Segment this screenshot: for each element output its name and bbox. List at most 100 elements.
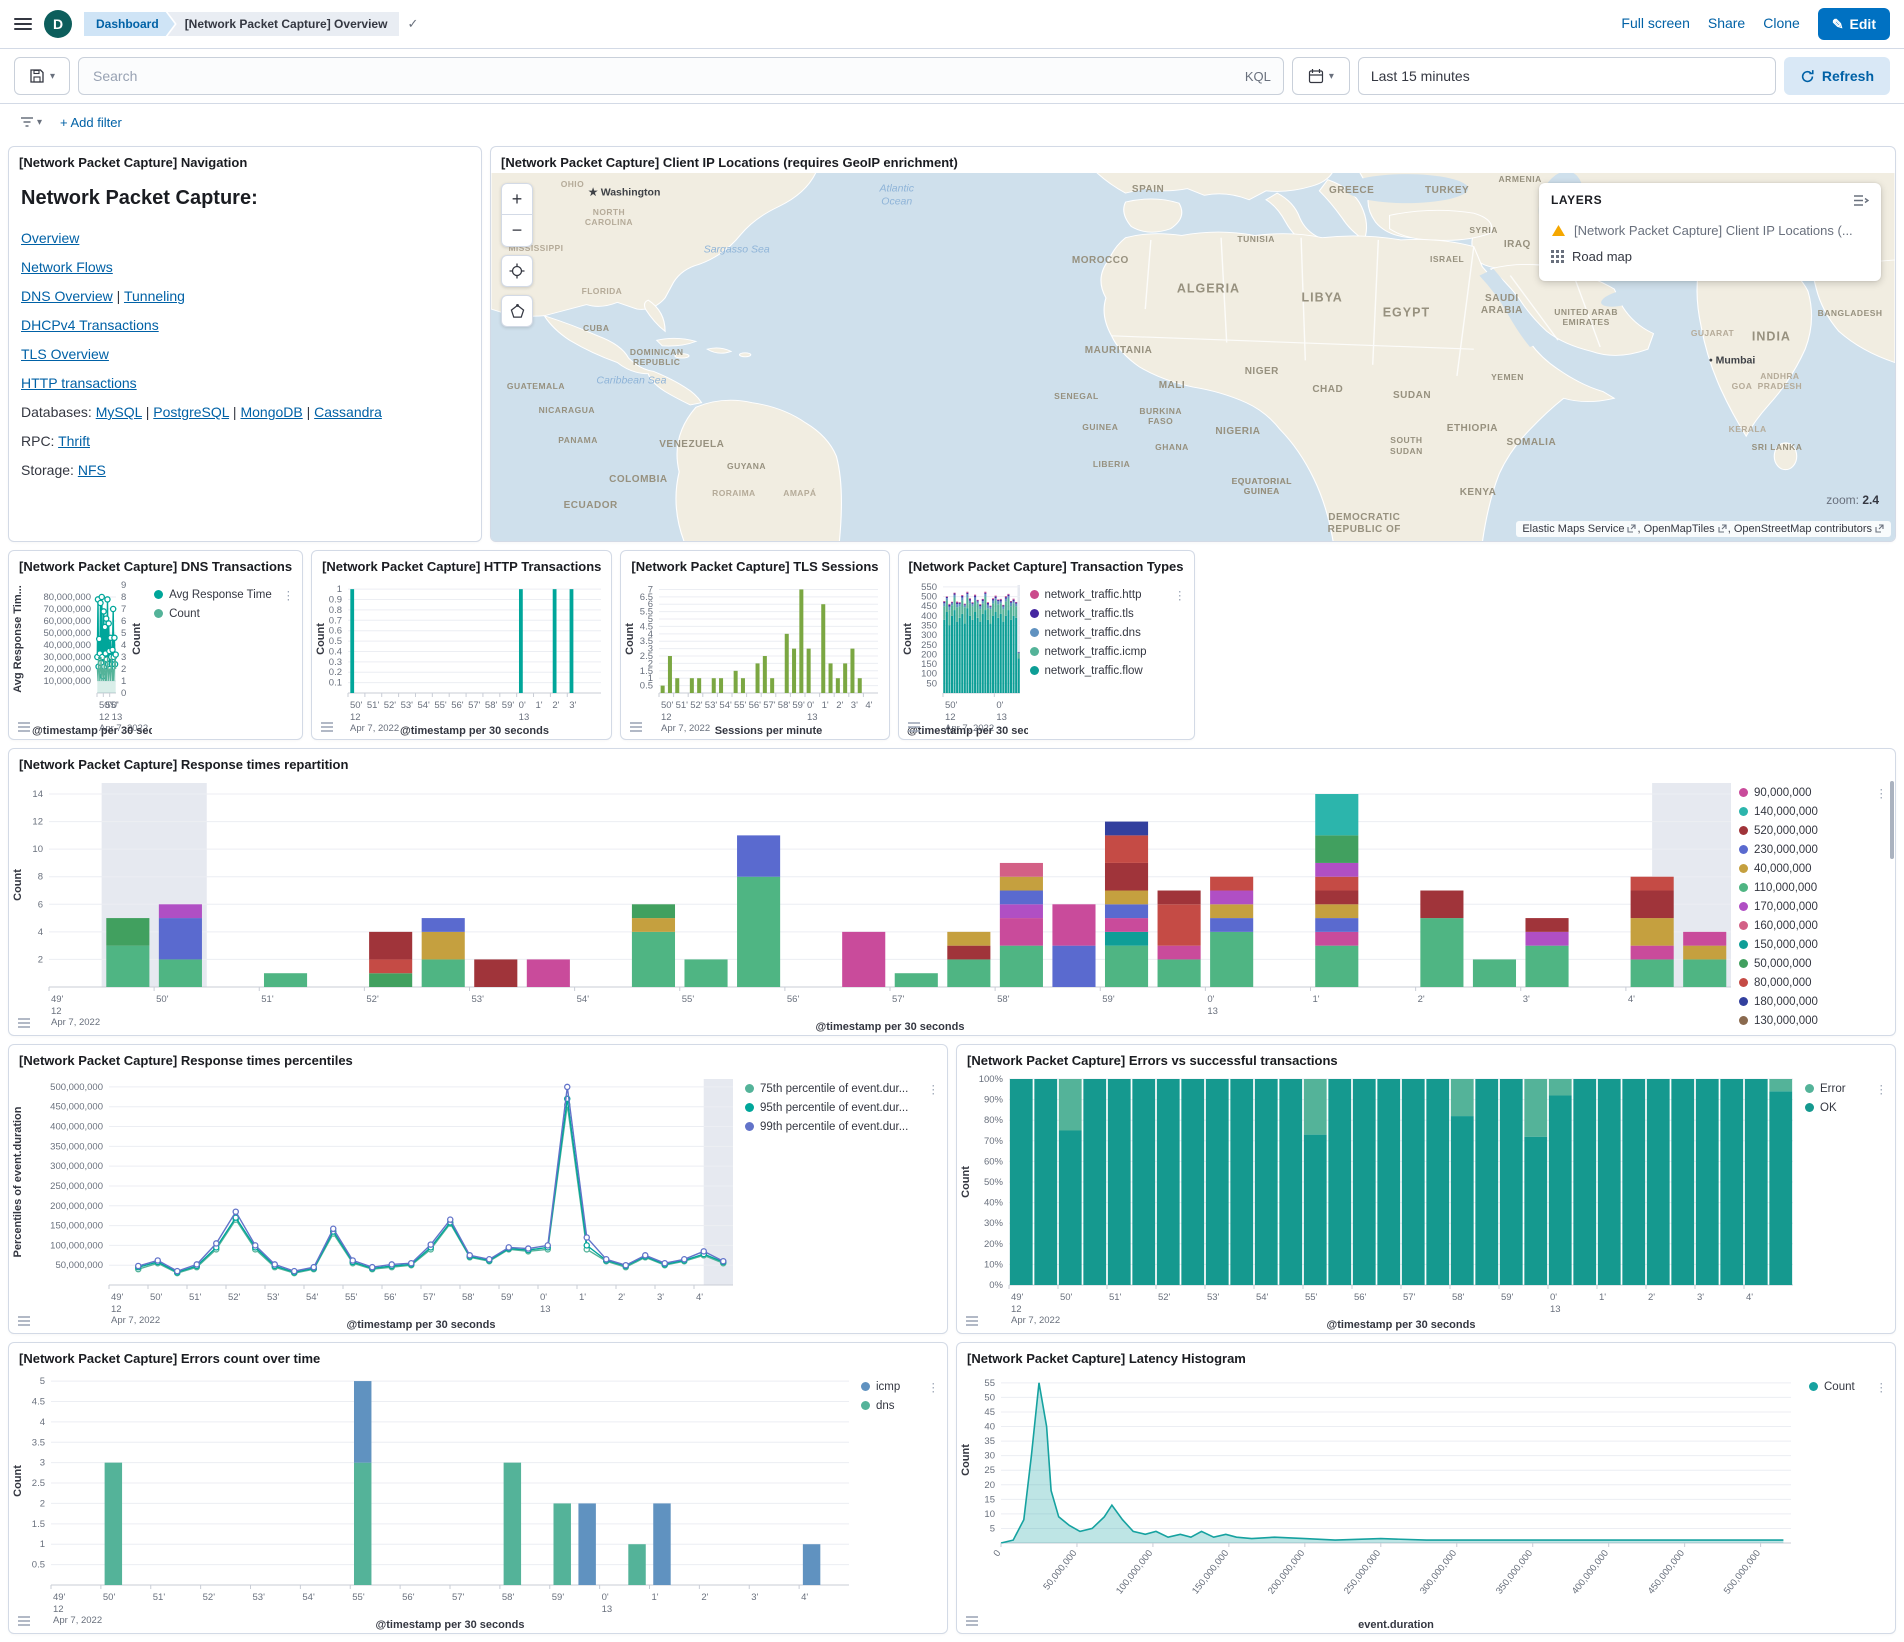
legend-item[interactable]: 40,000,000: [1739, 859, 1889, 878]
attribution-link[interactable]: OpenMapTiles: [1643, 523, 1715, 535]
legend-actions-icon[interactable]: ⋮: [1875, 1381, 1888, 1394]
date-picker-button[interactable]: ▾: [1291, 57, 1350, 95]
time-range-display[interactable]: Last 15 minutes: [1357, 57, 1776, 95]
panel-options-icon[interactable]: [17, 1615, 31, 1627]
map-canvas[interactable]: Atlantic Ocean Sargasso Sea Caribbean Sea ★…: [491, 173, 1895, 541]
nav-link[interactable]: Network Flows: [21, 259, 113, 275]
breadcrumb-dashboard[interactable]: Dashboard: [84, 12, 175, 36]
nav-link[interactable]: PostgreSQL: [153, 404, 230, 420]
legend-item[interactable]: 50,000,000: [1739, 954, 1889, 973]
legend-item[interactable]: 90,000,000 ⋮: [1739, 783, 1889, 802]
legend-item[interactable]: 80,000,000: [1739, 973, 1889, 992]
nav-link[interactable]: Overview: [21, 230, 80, 246]
panel-options-icon[interactable]: [965, 1615, 979, 1627]
legend-actions-icon[interactable]: ⋮: [927, 1083, 940, 1096]
legend-item[interactable]: 180,000,000: [1739, 992, 1889, 1011]
legend-item[interactable]: 95th percentile of event.dur...: [745, 1098, 941, 1117]
header-action-share[interactable]: Share: [1707, 15, 1746, 31]
map-label: GUATEMALA: [506, 381, 566, 392]
layer-item-client-ip[interactable]: [Network Packet Capture] Client IP Locat…: [1551, 217, 1869, 243]
nav-link[interactable]: Cassandra: [314, 404, 382, 420]
legend-item[interactable]: Error ⋮: [1805, 1079, 1889, 1098]
nav-link[interactable]: DHCPv4 Transactions: [21, 317, 159, 333]
panel-options-icon[interactable]: [17, 1315, 31, 1327]
legend-item[interactable]: 160,000,000: [1739, 916, 1889, 935]
legend-item[interactable]: 170,000,000: [1739, 897, 1889, 916]
legend-actions-icon[interactable]: ⋮: [927, 1381, 940, 1394]
map-label: LIBYA: [1301, 290, 1343, 305]
legend-item[interactable]: network_traffic.flow: [1029, 661, 1188, 680]
legend-item[interactable]: 130,000,000: [1739, 1011, 1889, 1030]
nav-link[interactable]: Thrift: [58, 433, 90, 449]
layer-item-road-map[interactable]: Road map: [1551, 243, 1869, 269]
panel-options-icon[interactable]: [320, 721, 334, 733]
nav-link[interactable]: HTTP transactions: [21, 375, 137, 391]
legend-scrollbar[interactable]: [1890, 781, 1894, 859]
svg-text:4: 4: [40, 1417, 45, 1428]
zoom-out-button[interactable]: −: [501, 215, 533, 247]
search-input[interactable]: [91, 67, 1235, 85]
attribution-link[interactable]: Elastic Maps Service: [1522, 523, 1625, 535]
header-action-clone[interactable]: Clone: [1763, 15, 1800, 31]
nav-link[interactable]: DNS Overview: [21, 288, 113, 304]
panel-options-icon[interactable]: [17, 1017, 31, 1029]
legend-item[interactable]: 520,000,000: [1739, 821, 1889, 840]
search-box[interactable]: KQL: [78, 57, 1284, 95]
legend-item[interactable]: network_traffic.icmp: [1029, 642, 1188, 661]
legend-item[interactable]: network_traffic.http ⋮: [1029, 585, 1188, 604]
nav-link[interactable]: TLS Overview: [21, 346, 109, 362]
legend-item[interactable]: Avg Response Time ⋮: [154, 585, 296, 604]
nav-link[interactable]: MySQL: [95, 404, 142, 420]
edit-button[interactable]: ✎ Edit: [1817, 8, 1890, 40]
panel-options-icon[interactable]: [907, 721, 921, 733]
polygon-tool-icon: [510, 303, 524, 318]
legend-item[interactable]: OK: [1805, 1098, 1889, 1117]
map-label: CUBA: [583, 322, 610, 333]
nav-link[interactable]: Tunneling: [123, 288, 185, 304]
nav-link[interactable]: NFS: [77, 462, 106, 478]
svg-text:50': 50': [156, 994, 169, 1005]
space-avatar[interactable]: D: [44, 10, 72, 38]
panel-options-icon[interactable]: [629, 721, 643, 733]
legend-item[interactable]: network_traffic.tls: [1029, 604, 1188, 623]
legend-actions-icon[interactable]: ⋮: [1875, 1083, 1888, 1096]
header-action-full-screen[interactable]: Full screen: [1621, 15, 1690, 31]
svg-text:5: 5: [40, 1376, 45, 1387]
legend-item[interactable]: 110,000,000: [1739, 878, 1889, 897]
zoom-in-button[interactable]: +: [501, 183, 533, 215]
menu-icon[interactable]: [14, 18, 32, 30]
legend-item[interactable]: network_traffic.dns: [1029, 623, 1188, 642]
svg-text:56': 56': [1354, 1292, 1367, 1303]
svg-text:20%: 20%: [984, 1239, 1004, 1250]
kql-toggle[interactable]: KQL: [1244, 68, 1271, 84]
filter-menu-button[interactable]: ▾: [14, 110, 48, 134]
panel-options-icon[interactable]: [965, 1315, 979, 1327]
legend-item[interactable]: icmp ⋮: [861, 1377, 941, 1396]
svg-text:350,000,000: 350,000,000: [1494, 1548, 1535, 1596]
legend-item[interactable]: 140,000,000: [1739, 802, 1889, 821]
layer-order-icon[interactable]: [1853, 194, 1869, 207]
legend-item[interactable]: 75th percentile of event.dur... ⋮: [745, 1079, 941, 1098]
draw-filter-button[interactable]: [501, 295, 533, 327]
svg-text:4': 4': [696, 1292, 703, 1303]
legend-item[interactable]: 230,000,000: [1739, 840, 1889, 859]
legend-actions-icon[interactable]: ⋮: [1174, 589, 1186, 602]
check-icon[interactable]: ✓: [407, 16, 419, 31]
legend-actions-icon[interactable]: ⋮: [1875, 787, 1888, 800]
panel-title: [Network Packet Capture] Response times …: [19, 1053, 353, 1068]
legend-item[interactable]: 150,000,000: [1739, 935, 1889, 954]
svg-text:7: 7: [121, 604, 126, 615]
legend-item[interactable]: dns: [861, 1396, 941, 1415]
set-view-button[interactable]: [501, 255, 533, 287]
saved-query-button[interactable]: ▾: [14, 57, 70, 95]
legend-item[interactable]: Count ⋮: [1809, 1377, 1889, 1396]
refresh-button[interactable]: Refresh: [1783, 57, 1890, 95]
add-filter-link[interactable]: + Add filter: [60, 114, 122, 130]
legend-item[interactable]: 99th percentile of event.dur...: [745, 1117, 941, 1136]
nav-link[interactable]: MongoDB: [240, 404, 303, 420]
legend-item[interactable]: Count: [154, 604, 296, 623]
panel-options-icon[interactable]: [17, 721, 31, 733]
legend-actions-icon[interactable]: ⋮: [282, 589, 295, 602]
attribution-link[interactable]: OpenStreetMap contributors: [1733, 523, 1872, 535]
